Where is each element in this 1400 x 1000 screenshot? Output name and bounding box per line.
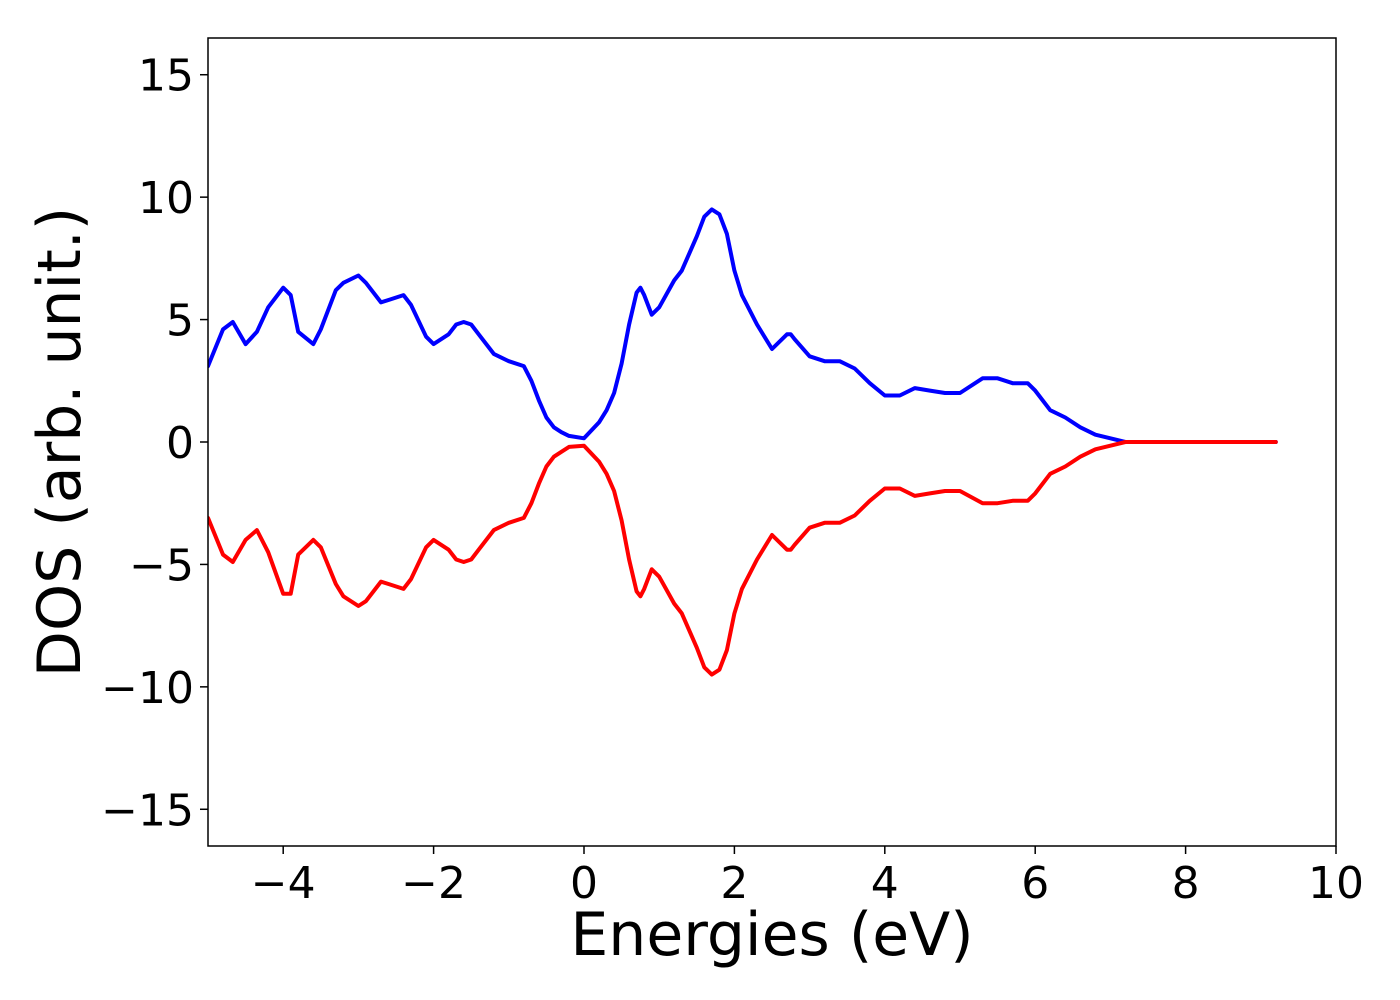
y-tick-label: −10 bbox=[101, 663, 194, 714]
x-tick-label: 4 bbox=[871, 858, 899, 909]
x-axis-ticks: −4 −2 0 2 4 6 8 10 bbox=[251, 846, 1364, 909]
series-line-0 bbox=[208, 207, 1278, 444]
x-tick-label: 6 bbox=[1021, 858, 1049, 909]
x-axis-label: Energies (eV) bbox=[570, 900, 973, 970]
x-tick-label: −4 bbox=[251, 858, 316, 909]
x-tick-label: 10 bbox=[1308, 858, 1364, 909]
y-axis-label: DOS (arb. unit.) bbox=[25, 207, 95, 677]
x-tick-label: 0 bbox=[570, 858, 598, 909]
x-tick-label: 2 bbox=[720, 858, 748, 909]
x-tick-label: −2 bbox=[401, 858, 466, 909]
y-tick-label: 10 bbox=[138, 173, 194, 224]
x-tick-label: 8 bbox=[1172, 858, 1200, 909]
series-line-1 bbox=[208, 440, 1278, 677]
series-layer bbox=[208, 207, 1278, 677]
y-tick-label: 0 bbox=[166, 418, 194, 469]
y-tick-label: 5 bbox=[166, 296, 194, 347]
y-axis-ticks: −15 −10 −5 0 5 10 15 bbox=[101, 51, 208, 836]
y-tick-label: −15 bbox=[101, 785, 194, 836]
y-tick-label: −5 bbox=[129, 540, 194, 591]
y-tick-label: 15 bbox=[138, 51, 194, 102]
